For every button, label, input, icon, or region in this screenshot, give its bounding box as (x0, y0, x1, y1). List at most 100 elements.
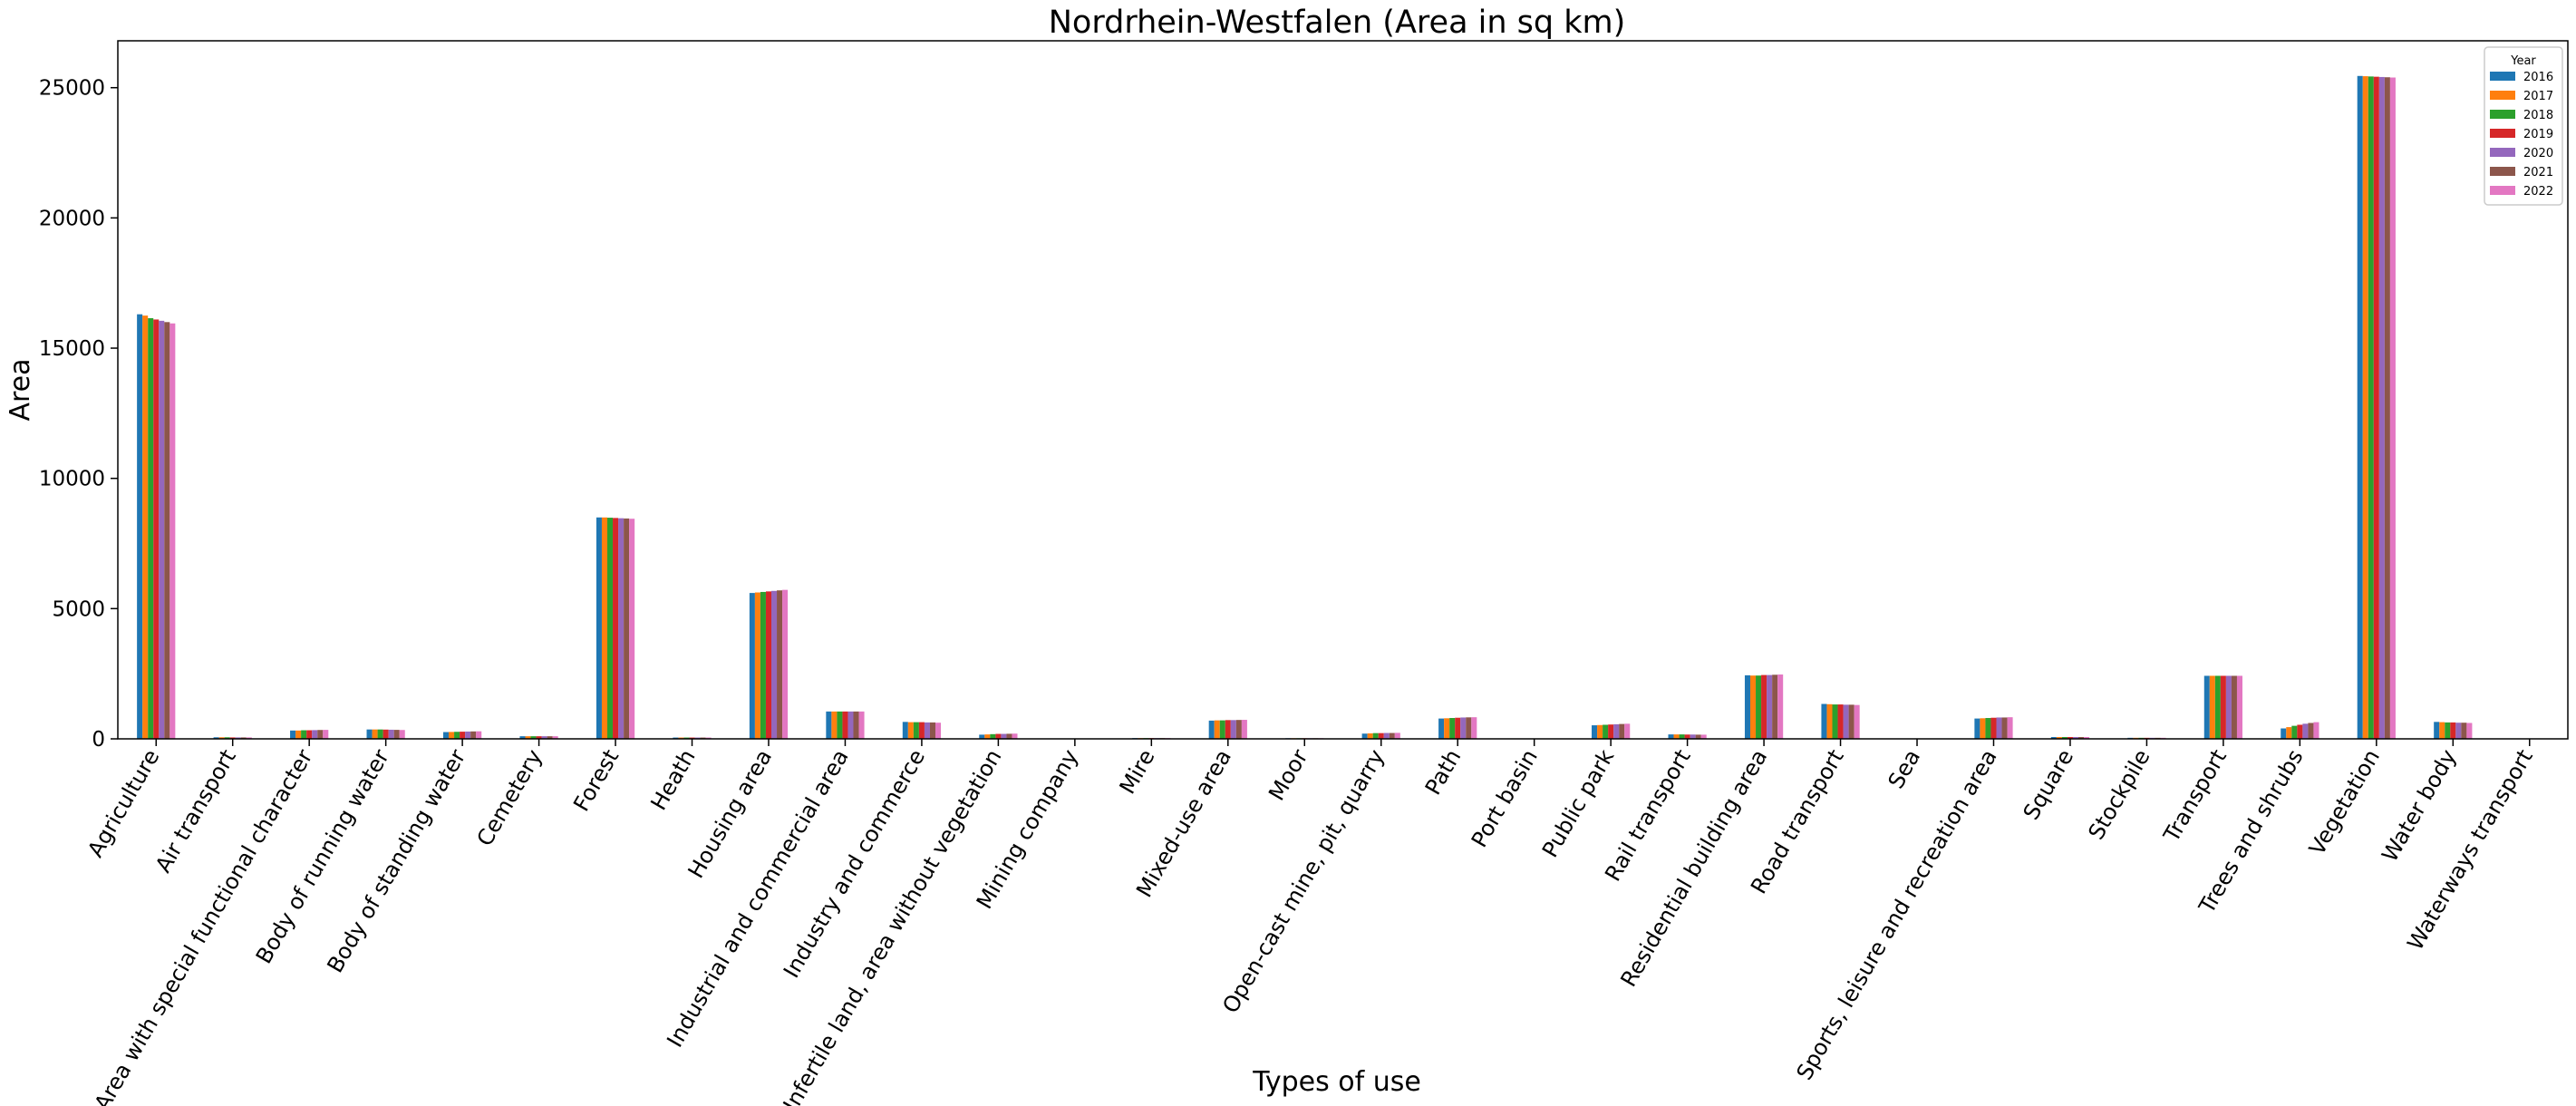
bar-2020-6 (618, 518, 625, 739)
x-tick-label: Residential building area (1615, 745, 1772, 991)
bar-2021-16 (1389, 732, 1395, 739)
bar-2017-8 (754, 592, 760, 739)
x-tick-label: Sea (1884, 745, 1926, 793)
bar-2017-24 (1980, 718, 1986, 739)
y-tick-label: 15000 (39, 337, 105, 361)
x-tick-label: Water body (2377, 745, 2461, 866)
bar-2016-14 (1208, 720, 1215, 739)
x-axis-label: Types of use (1252, 1066, 1421, 1098)
bar-2018-6 (607, 518, 614, 739)
bar-2021-0 (164, 322, 170, 739)
bar-2017-21 (1749, 675, 1757, 739)
bar-2018-9 (837, 711, 843, 739)
bar-2022-1 (246, 737, 252, 739)
bar-2022-16 (1394, 732, 1400, 739)
bar-2022-6 (629, 519, 635, 739)
bar-2022-5 (552, 736, 558, 739)
x-tick-label: Forest (568, 745, 624, 816)
legend-label-2018: 2018 (2523, 109, 2553, 122)
bar-2016-19 (1592, 725, 1598, 739)
bar-2019-9 (842, 711, 848, 739)
bar-2020-14 (1230, 720, 1236, 739)
bar-2022-24 (2007, 717, 2013, 739)
x-tick-label: Port basin (1467, 745, 1543, 852)
bar-2016-1 (213, 737, 219, 739)
bar-2020-19 (1613, 723, 1620, 739)
bar-2022-8 (782, 589, 789, 739)
bar-2022-20 (1700, 734, 1707, 739)
bar-2020-4 (465, 731, 471, 739)
bar-2019-16 (1378, 732, 1384, 739)
bar-2018-22 (1832, 704, 1838, 739)
bar-2020-17 (1460, 717, 1467, 739)
legend-label-2020: 2020 (2523, 147, 2553, 160)
x-tick-label: Path (1420, 745, 1467, 800)
y-tick-label: 20000 (39, 207, 105, 230)
bar-2021-19 (1619, 723, 1625, 739)
bar-2022-25 (2084, 736, 2090, 739)
bar-2016-28 (2281, 728, 2287, 739)
bar-2017-0 (142, 315, 149, 739)
bar-2020-0 (159, 320, 165, 739)
bar-2022-29 (2389, 77, 2396, 739)
bar-2016-17 (1438, 718, 1445, 739)
bar-2017-1 (218, 737, 225, 739)
bar-2021-27 (2231, 675, 2237, 739)
bar-2016-0 (137, 314, 143, 739)
x-tick-label: Square (2019, 745, 2078, 824)
bar-2017-29 (2362, 76, 2368, 739)
bar-2016-4 (442, 732, 450, 739)
bar-2018-25 (2061, 736, 2068, 739)
legend-swatch-2018 (2490, 110, 2515, 119)
bar-2022-19 (1624, 723, 1631, 739)
y-axis: 0 5000 10000 15000 20000 25000 (39, 77, 118, 752)
bar-2019-0 (153, 319, 160, 739)
bar-2017-20 (1673, 734, 1680, 739)
bar-2018-14 (1219, 720, 1225, 739)
legend-label-2021: 2021 (2523, 166, 2553, 179)
bar-2021-2 (317, 730, 324, 739)
bar-2021-21 (1772, 674, 1778, 739)
chart-title: Nordrhein-Westfalen (Area in sq km) (1049, 5, 1626, 41)
bar-2017-17 (1444, 718, 1450, 739)
bar-2022-27 (2236, 675, 2242, 739)
legend-label-2019: 2019 (2523, 128, 2553, 141)
bar-2020-11 (1001, 733, 1007, 739)
legend-swatch-2016 (2490, 72, 2515, 81)
bar-2017-27 (2209, 675, 2215, 739)
x-tick-label: Industry and commerce (779, 745, 930, 983)
x-tick-label: Body of running water (251, 745, 394, 968)
bar-2017-10 (907, 722, 914, 739)
bar-2018-21 (1756, 675, 1762, 739)
bar-2020-29 (2378, 76, 2385, 739)
bar-2016-6 (596, 517, 602, 739)
bar-2019-2 (306, 730, 313, 739)
bar-2020-20 (1690, 734, 1696, 739)
bar-2021-9 (853, 711, 859, 739)
bar-2021-24 (2001, 717, 2008, 739)
bar-2022-11 (1012, 733, 1018, 739)
bar-2021-30 (2461, 723, 2467, 739)
bar-2019-30 (2450, 722, 2456, 739)
bar-2019-22 (1837, 704, 1844, 739)
bar-2017-3 (372, 729, 378, 739)
bar-2022-17 (1471, 717, 1477, 739)
bar-2016-21 (1744, 674, 1750, 739)
bar-2017-22 (1826, 703, 1833, 739)
bar-2019-8 (765, 591, 771, 739)
bar-2016-25 (2050, 736, 2057, 739)
y-tick-label: 5000 (52, 597, 105, 621)
bar-2018-30 (2445, 722, 2451, 739)
bar-2018-11 (990, 733, 996, 739)
y-tick-label: 10000 (39, 468, 105, 491)
bar-2022-3 (399, 730, 405, 739)
bar-2018-3 (377, 729, 383, 739)
bar-2022-14 (1241, 720, 1247, 739)
bar-2022-28 (2313, 722, 2319, 739)
legend-label-2016: 2016 (2523, 71, 2553, 84)
bar-2019-3 (383, 729, 389, 739)
bar-2016-29 (2357, 75, 2363, 740)
bar-2021-4 (470, 731, 477, 739)
y-tick-label: 25000 (39, 77, 105, 101)
